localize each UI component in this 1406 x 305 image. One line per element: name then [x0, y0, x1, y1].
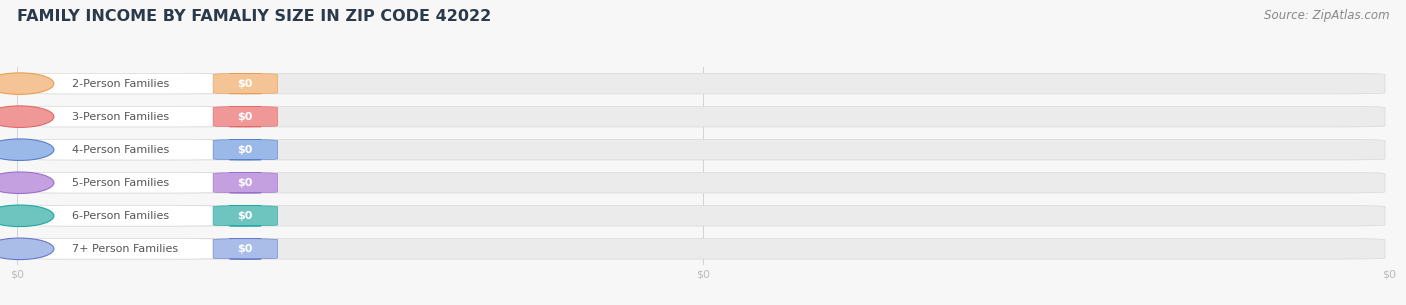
Text: 2-Person Families: 2-Person Families — [72, 79, 169, 89]
FancyBboxPatch shape — [20, 173, 219, 193]
FancyBboxPatch shape — [20, 139, 1385, 160]
Ellipse shape — [0, 172, 53, 193]
FancyBboxPatch shape — [20, 139, 219, 160]
Text: Source: ZipAtlas.com: Source: ZipAtlas.com — [1264, 9, 1389, 22]
Ellipse shape — [0, 205, 53, 227]
Text: $0: $0 — [238, 145, 253, 155]
Ellipse shape — [0, 238, 53, 260]
Text: 5-Person Families: 5-Person Families — [72, 178, 169, 188]
FancyBboxPatch shape — [20, 239, 1385, 259]
Text: $0: $0 — [238, 79, 253, 89]
Text: $0: $0 — [238, 211, 253, 221]
FancyBboxPatch shape — [20, 206, 219, 226]
FancyBboxPatch shape — [20, 74, 1385, 94]
FancyBboxPatch shape — [20, 206, 1385, 226]
Ellipse shape — [0, 106, 53, 127]
Text: $0: $0 — [238, 244, 253, 254]
Text: 6-Person Families: 6-Person Families — [72, 211, 169, 221]
FancyBboxPatch shape — [214, 206, 277, 226]
FancyBboxPatch shape — [20, 106, 1385, 127]
Text: 3-Person Families: 3-Person Families — [72, 112, 169, 122]
FancyBboxPatch shape — [214, 239, 277, 259]
FancyBboxPatch shape — [20, 239, 219, 259]
FancyBboxPatch shape — [214, 139, 277, 160]
FancyBboxPatch shape — [214, 74, 277, 94]
FancyBboxPatch shape — [20, 173, 1385, 193]
Text: $0: $0 — [238, 112, 253, 122]
Text: FAMILY INCOME BY FAMALIY SIZE IN ZIP CODE 42022: FAMILY INCOME BY FAMALIY SIZE IN ZIP COD… — [17, 9, 491, 24]
FancyBboxPatch shape — [214, 173, 277, 193]
Text: 7+ Person Families: 7+ Person Families — [72, 244, 179, 254]
Ellipse shape — [0, 73, 53, 94]
Text: 4-Person Families: 4-Person Families — [72, 145, 169, 155]
FancyBboxPatch shape — [214, 106, 277, 127]
FancyBboxPatch shape — [20, 74, 219, 94]
FancyBboxPatch shape — [20, 106, 219, 127]
Text: $0: $0 — [238, 178, 253, 188]
Ellipse shape — [0, 139, 53, 160]
